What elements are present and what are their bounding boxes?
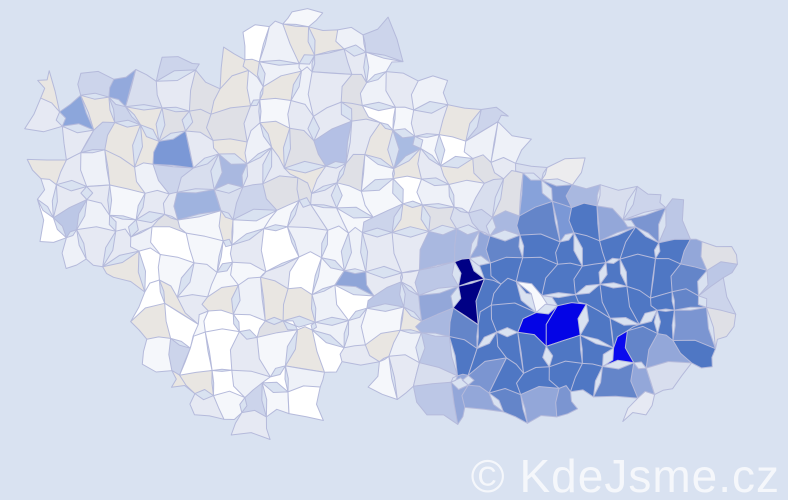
map-region[interactable]: [555, 385, 579, 418]
map-region[interactable]: [672, 339, 716, 369]
map-region[interactable]: [77, 70, 115, 98]
map-region[interactable]: [706, 306, 737, 350]
map-region[interactable]: [622, 390, 656, 422]
map-region[interactable]: [130, 302, 172, 342]
map-region[interactable]: [541, 157, 586, 186]
map-region[interactable]: [282, 8, 324, 28]
map-region[interactable]: [179, 370, 214, 397]
map-region[interactable]: [36, 178, 57, 219]
map-region[interactable]: [212, 138, 250, 165]
map-region[interactable]: [645, 361, 693, 395]
map-region[interactable]: [230, 409, 271, 440]
map-region[interactable]: [520, 386, 561, 424]
map-region[interactable]: [412, 381, 459, 425]
map-region[interactable]: [287, 385, 324, 421]
